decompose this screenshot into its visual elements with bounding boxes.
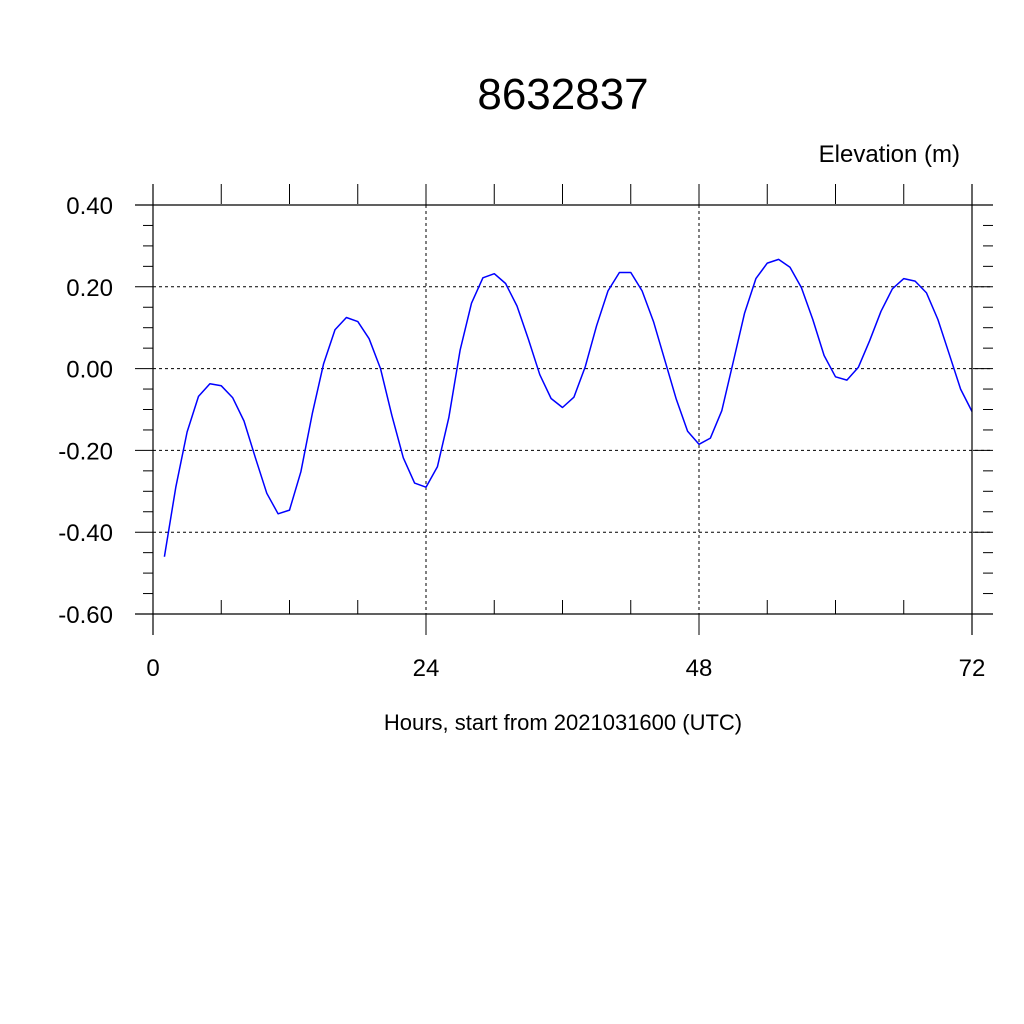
series-lines (163, 258, 973, 557)
x-tick-label: 72 (959, 655, 986, 682)
x-axis-label: Hours, start from 2021031600 (UTC) (384, 710, 742, 735)
x-tick-label: 48 (686, 655, 713, 682)
y-tick-label: -0.60 (58, 602, 113, 629)
y-tick-label: -0.40 (58, 520, 113, 547)
y-tick-label: 0.20 (66, 275, 113, 302)
y-tick-label: 0.00 (66, 357, 113, 384)
elevation-series-line (163, 258, 973, 557)
axis-ticks (135, 184, 993, 635)
plot-frame (135, 184, 993, 635)
x-tick-label: 0 (146, 655, 159, 682)
y-axis-label: Elevation (m) (819, 141, 960, 168)
tick-labels: 0 24 48 72 0.40 0.20 0.00 -0.20 -0.40 -0.60 (58, 193, 985, 682)
chart-title: 8632837 (477, 70, 648, 119)
y-tick-label: 0.40 (66, 193, 113, 220)
y-tick-label: -0.20 (58, 438, 113, 465)
x-tick-label: 24 (413, 655, 440, 682)
